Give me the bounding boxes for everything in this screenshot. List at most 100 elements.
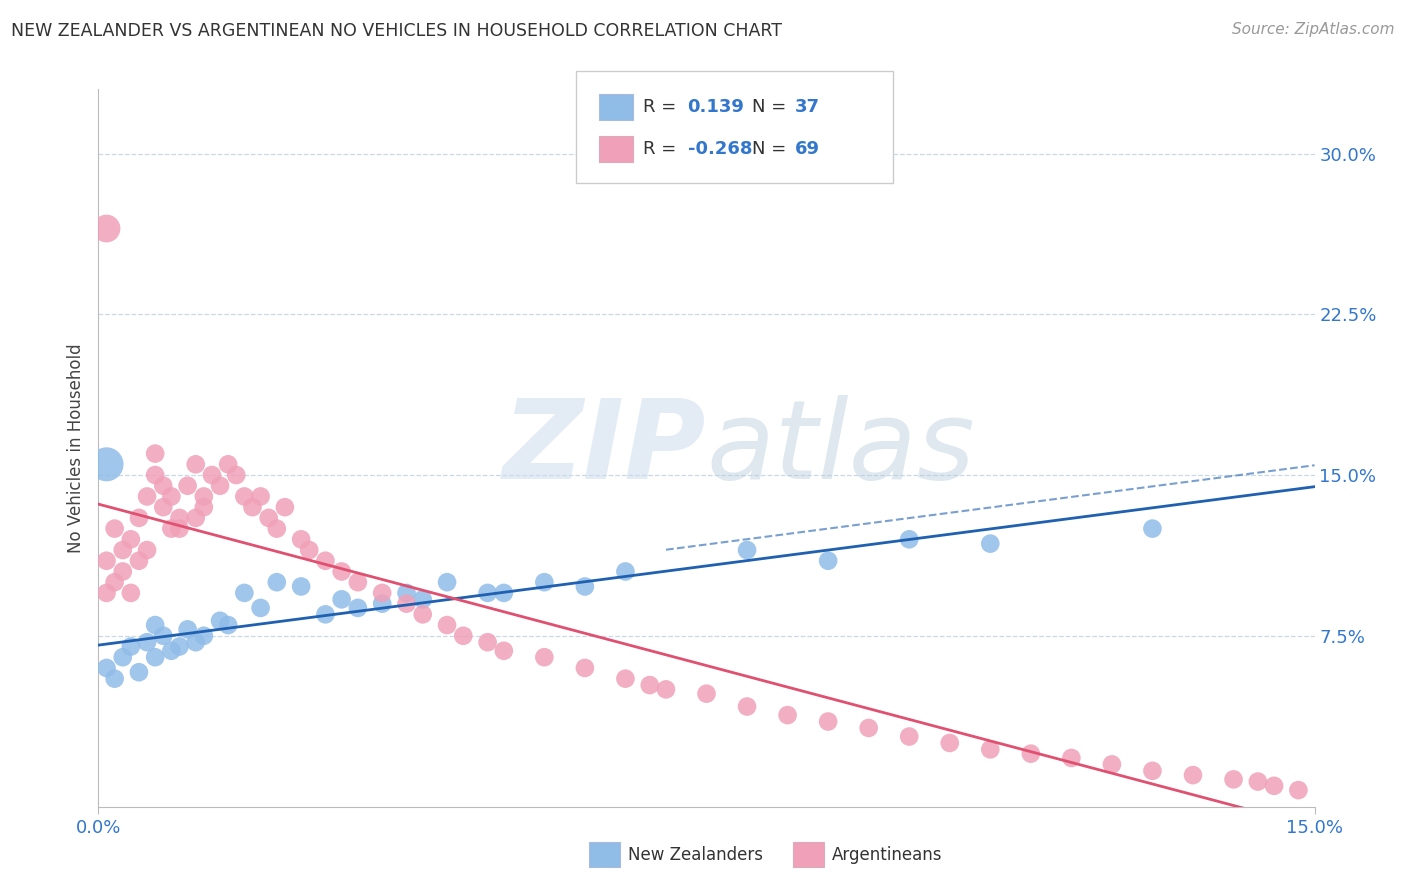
Point [152, 629, 174, 643]
Point [104, 522, 127, 536]
Point [104, 672, 127, 686]
Point [979, 742, 1001, 756]
Point [274, 500, 297, 515]
Text: N =: N = [752, 140, 792, 158]
Point [96, 586, 118, 600]
Point [614, 672, 637, 686]
Point [120, 640, 142, 654]
Point [128, 554, 150, 568]
Point [193, 490, 215, 504]
Point [128, 511, 150, 525]
Point [160, 490, 183, 504]
Point [201, 468, 224, 483]
Point [136, 543, 159, 558]
Point [290, 533, 312, 547]
Point [96, 554, 118, 568]
Text: 69: 69 [794, 140, 820, 158]
Point [735, 699, 758, 714]
Point [176, 623, 198, 637]
Point [169, 522, 191, 536]
Text: ZIP: ZIP [503, 395, 707, 501]
Point [217, 458, 239, 472]
Point [412, 592, 434, 607]
Point [1182, 768, 1205, 782]
Point [371, 586, 394, 600]
Point [1142, 522, 1164, 536]
Point [776, 708, 799, 723]
Point [136, 635, 159, 649]
Point [249, 601, 271, 615]
Point [257, 511, 280, 525]
Point [169, 640, 191, 654]
Point [152, 479, 174, 493]
Point [314, 607, 336, 622]
Point [96, 458, 118, 472]
Point [169, 511, 191, 525]
Point [574, 661, 596, 675]
Point [533, 650, 555, 665]
Point [330, 565, 353, 579]
Point [242, 500, 264, 515]
Point [111, 543, 134, 558]
Point [898, 730, 921, 744]
Point [249, 490, 271, 504]
Point [184, 635, 207, 649]
Point [96, 221, 118, 235]
Point [184, 458, 207, 472]
Point [152, 500, 174, 515]
Point [290, 579, 312, 593]
Point [655, 682, 678, 697]
Point [217, 618, 239, 632]
Point [395, 597, 418, 611]
Point [638, 678, 661, 692]
Point [120, 586, 142, 600]
Text: 37: 37 [794, 98, 820, 116]
Point [184, 511, 207, 525]
Text: Argentineans: Argentineans [832, 846, 943, 863]
Point [979, 536, 1001, 550]
Point [492, 586, 515, 600]
Point [233, 490, 256, 504]
Point [477, 586, 499, 600]
Point [143, 447, 166, 461]
Point [160, 522, 183, 536]
Point [939, 736, 962, 750]
Point [533, 575, 555, 590]
Point [477, 635, 499, 649]
Point [136, 490, 159, 504]
Point [330, 592, 353, 607]
Point [209, 479, 232, 493]
Y-axis label: No Vehicles in Household: No Vehicles in Household [66, 343, 84, 553]
Point [266, 575, 288, 590]
Point [143, 650, 166, 665]
Text: atlas: atlas [707, 395, 976, 501]
Point [176, 479, 198, 493]
Text: Source: ZipAtlas.com: Source: ZipAtlas.com [1232, 22, 1395, 37]
Point [1060, 751, 1083, 765]
Point [817, 554, 839, 568]
Point [120, 533, 142, 547]
Text: R =: R = [643, 98, 682, 116]
Point [817, 714, 839, 729]
Point [96, 661, 118, 675]
Point [266, 522, 288, 536]
Point [395, 586, 418, 600]
Point [298, 543, 321, 558]
Point [233, 586, 256, 600]
Point [193, 500, 215, 515]
Point [436, 575, 458, 590]
Point [143, 468, 166, 483]
Text: R =: R = [643, 140, 682, 158]
Text: -0.268: -0.268 [688, 140, 752, 158]
Point [347, 575, 370, 590]
Point [347, 601, 370, 615]
Point [111, 565, 134, 579]
Point [574, 579, 596, 593]
Point [1286, 783, 1309, 797]
Point [1222, 772, 1244, 787]
Point [492, 644, 515, 658]
Point [160, 644, 183, 658]
Text: 0.139: 0.139 [688, 98, 744, 116]
Point [858, 721, 880, 735]
Point [128, 665, 150, 680]
